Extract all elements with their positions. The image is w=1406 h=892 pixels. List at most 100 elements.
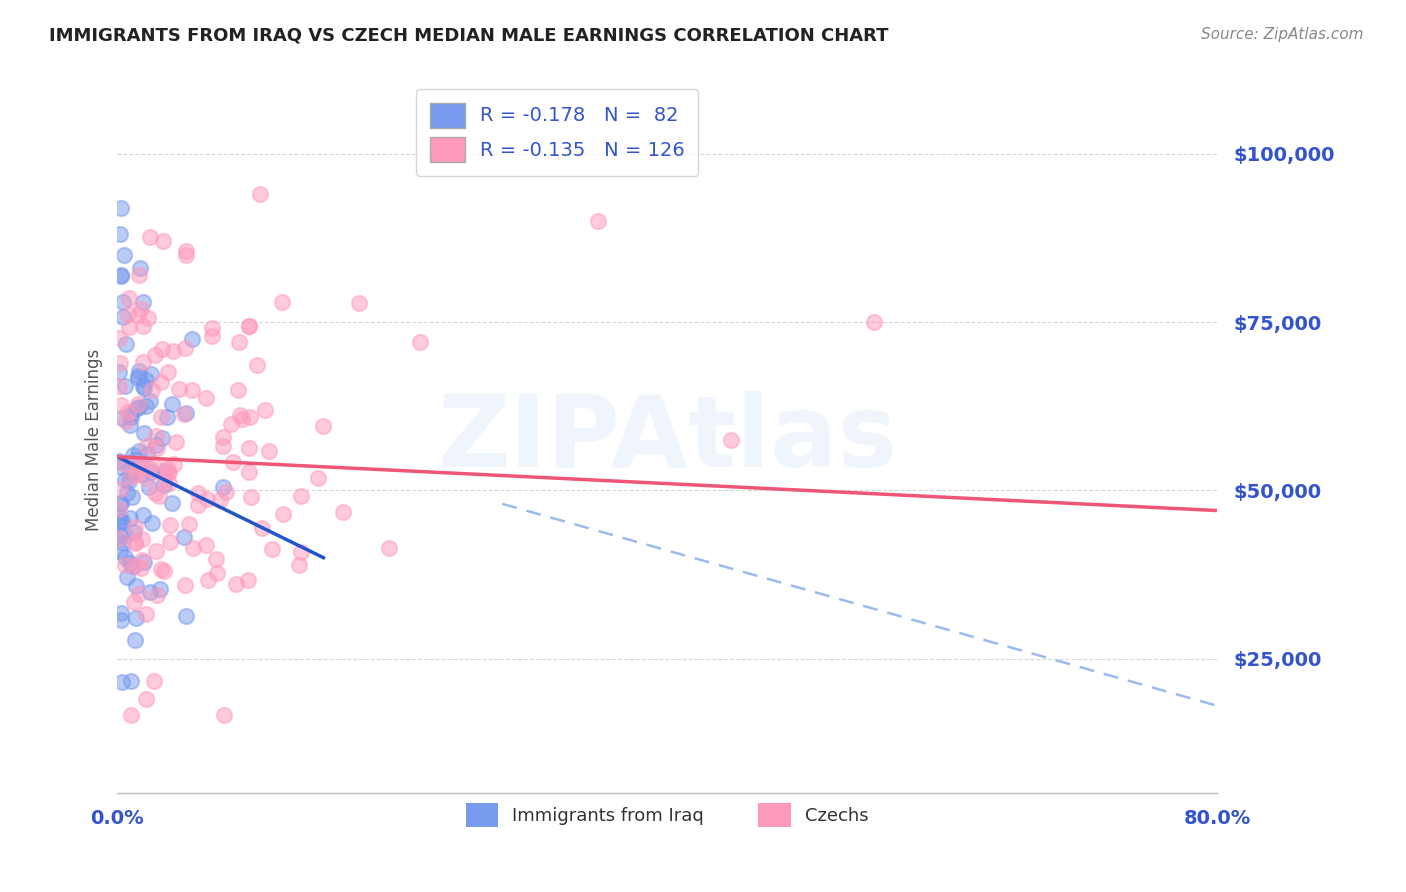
Point — [135, 373, 157, 387]
Point — [128, 587, 150, 601]
Text: ZIPAtlas: ZIPAtlas — [437, 392, 897, 488]
Point — [271, 507, 294, 521]
Point — [115, 570, 138, 584]
Point — [174, 341, 197, 355]
Point — [107, 527, 129, 541]
Point — [240, 490, 263, 504]
Point — [228, 334, 250, 349]
Point — [135, 692, 157, 706]
Point — [129, 460, 152, 475]
Point — [160, 496, 183, 510]
Point — [132, 425, 155, 440]
Point — [141, 383, 163, 397]
Point — [111, 411, 134, 425]
Point — [159, 476, 181, 491]
Point — [169, 382, 191, 396]
Point — [145, 485, 167, 500]
Point — [111, 294, 134, 309]
Point — [107, 454, 129, 468]
Point — [162, 457, 184, 471]
Point — [125, 467, 148, 481]
Point — [162, 343, 184, 358]
Point — [145, 429, 167, 443]
Point — [201, 329, 224, 343]
Point — [212, 707, 235, 722]
Point — [127, 369, 149, 384]
Point — [156, 365, 179, 379]
Point — [125, 611, 148, 625]
Point — [149, 582, 172, 597]
Point — [159, 518, 181, 533]
Point — [141, 367, 163, 381]
Point — [156, 409, 179, 424]
Point — [177, 517, 200, 532]
Point — [110, 460, 132, 475]
Point — [139, 394, 162, 409]
Point — [124, 534, 146, 549]
Point — [150, 375, 173, 389]
Point — [150, 410, 173, 425]
Point — [146, 441, 169, 455]
Point — [253, 402, 276, 417]
Point — [129, 467, 152, 482]
Point — [117, 405, 139, 419]
Point — [132, 319, 155, 334]
Point — [139, 584, 162, 599]
Point — [112, 248, 135, 262]
Point — [136, 311, 159, 326]
Point — [110, 482, 132, 496]
Point — [128, 364, 150, 378]
Point — [115, 486, 138, 500]
Point — [181, 384, 204, 398]
Point — [110, 606, 132, 620]
Point — [250, 521, 273, 535]
Point — [288, 558, 311, 572]
Point — [312, 418, 335, 433]
Text: IMMIGRANTS FROM IRAQ VS CZECH MEDIAN MALE EARNINGS CORRELATION CHART: IMMIGRANTS FROM IRAQ VS CZECH MEDIAN MAL… — [49, 27, 889, 45]
Point — [174, 609, 197, 624]
Point — [145, 438, 167, 452]
Point — [110, 201, 132, 215]
Point — [125, 401, 148, 415]
Point — [135, 471, 157, 485]
Point — [246, 358, 269, 372]
Point — [152, 234, 174, 248]
Point — [132, 294, 155, 309]
Point — [128, 444, 150, 458]
Point — [107, 331, 129, 345]
Point — [112, 457, 135, 471]
Point — [160, 397, 183, 411]
Point — [111, 536, 134, 550]
Point — [238, 319, 260, 334]
Point — [173, 530, 195, 544]
Point — [180, 332, 202, 346]
Point — [108, 227, 131, 242]
Point — [143, 348, 166, 362]
Point — [176, 244, 198, 258]
Point — [118, 291, 141, 305]
Point — [143, 673, 166, 688]
Point — [111, 514, 134, 528]
Point — [108, 365, 131, 379]
Point — [409, 335, 432, 350]
Point — [118, 418, 141, 433]
Point — [111, 675, 134, 690]
Point — [165, 434, 187, 449]
Point — [173, 407, 195, 421]
Point — [122, 558, 145, 573]
Point — [183, 541, 205, 556]
Point — [120, 707, 142, 722]
Point — [132, 508, 155, 522]
Point — [720, 433, 742, 447]
Point — [108, 378, 131, 392]
Point — [108, 497, 131, 511]
Point — [138, 480, 160, 494]
Point — [156, 461, 179, 475]
Point — [157, 465, 180, 479]
Point — [124, 633, 146, 648]
Point — [115, 336, 138, 351]
Point — [174, 248, 197, 262]
Point — [132, 354, 155, 368]
Point — [249, 187, 271, 202]
Point — [236, 573, 259, 587]
